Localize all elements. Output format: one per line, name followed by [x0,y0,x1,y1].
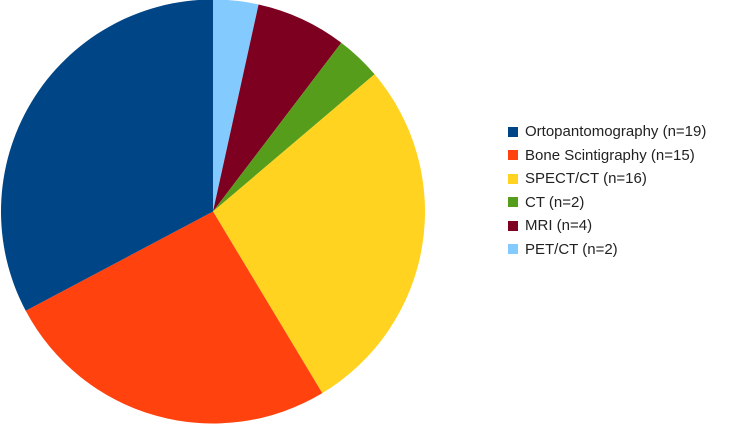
legend-swatch-pet-ct [508,244,518,255]
legend-item-ct: CT (n=2) [508,191,706,215]
legend-item-bone-scintigraphy: Bone Scintigraphy (n=15) [508,144,706,168]
legend-swatch-ortopantomography [508,126,518,137]
pie-slice-ct [213,42,375,212]
legend-swatch-spect-ct [508,173,518,184]
legend-item-mri: MRI (n=4) [508,214,706,238]
pie-slice-bone-scintigraphy [25,211,323,424]
legend-label-ortopantomography: Ortopantomography (n=19) [525,123,707,141]
legend: Ortopantomography (n=19) Bone Scintigrap… [508,120,706,261]
pie-slice-spect-ct [213,74,426,394]
legend-swatch-mri [508,220,518,231]
legend-item-spect-ct: SPECT/CT (n=16) [508,167,706,191]
pie-slice-ortopantomography [1,0,213,311]
legend-label-ct: CT (n=2) [525,193,585,211]
pie-slice-mri [213,4,342,212]
legend-item-pet-ct: PET/CT (n=2) [508,238,706,262]
legend-swatch-ct [508,197,518,208]
legend-item-ortopantomography: Ortopantomography (n=19) [508,120,706,144]
legend-label-pet-ct: PET/CT (n=2) [525,240,618,258]
legend-label-bone-scintigraphy: Bone Scintigraphy (n=15) [525,146,695,164]
legend-label-spect-ct: SPECT/CT (n=16) [525,170,647,188]
legend-label-mri: MRI (n=4) [525,217,593,235]
pie-slice-pet-ct [213,0,259,212]
legend-swatch-bone-scintigraphy [508,150,518,161]
